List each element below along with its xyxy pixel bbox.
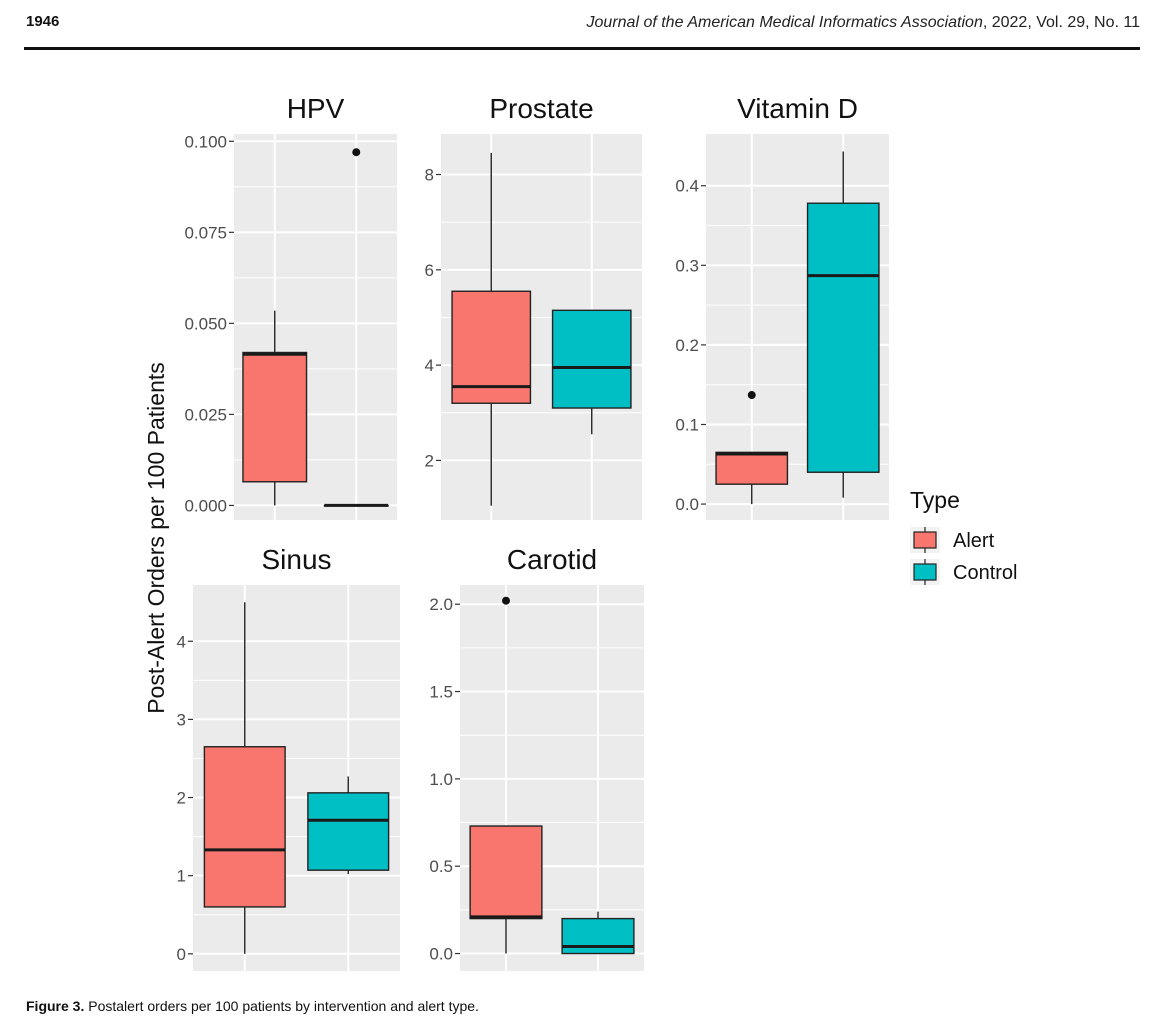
page-number: 1946 (26, 13, 60, 30)
y-tick-label: 1.0 (429, 770, 453, 789)
caption-label: Figure 3. (26, 998, 85, 1014)
box-control (806, 202, 880, 473)
outlier-point-control (352, 148, 361, 157)
y-tick-label: 1.5 (429, 683, 453, 702)
legend-swatch-control (913, 563, 937, 581)
box-alert (469, 825, 543, 920)
legend-swatch-alert (913, 531, 937, 549)
y-tick-label: 0.0 (429, 945, 453, 964)
y-tick-label: 0.0 (675, 495, 699, 514)
y-tick-label: 0.3 (675, 256, 699, 275)
y-tick-label: 0.075 (184, 223, 227, 242)
box-control (551, 309, 632, 409)
y-tick-label: 2 (177, 789, 186, 808)
y-tick-label: 0.1 (675, 415, 699, 434)
legend-title: Type (910, 487, 960, 513)
y-tick-label: 0.000 (184, 496, 227, 515)
box-alert (451, 290, 532, 404)
legend-label-alert: Alert (953, 530, 995, 552)
y-tick-label: 1 (177, 867, 186, 886)
y-tick-label: 0.5 (429, 857, 453, 876)
outlier-point-alert (747, 391, 756, 400)
panel-title-hpv: HPV (287, 93, 345, 124)
y-tick-label: 4 (425, 356, 434, 375)
y-tick-label: 0.025 (184, 405, 227, 424)
y-axis-label: Post-Alert Orders per 100 Patients (143, 362, 169, 714)
box-alert (203, 746, 286, 908)
box-control (307, 792, 390, 871)
panel-title-sinus: Sinus (261, 544, 331, 575)
y-tick-label: 2 (425, 451, 434, 470)
y-tick-label: 2.0 (429, 595, 453, 614)
box-alert (715, 451, 789, 485)
y-tick-label: 0.4 (675, 177, 699, 196)
panel-title-vitamin-d: Vitamin D (737, 93, 858, 124)
outlier-point-alert (502, 596, 510, 605)
panel-title-prostate: Prostate (489, 93, 593, 124)
header-rule (24, 47, 1140, 50)
y-tick-label: 8 (425, 166, 434, 185)
panel-title-carotid: Carotid (507, 544, 597, 575)
box-control (561, 917, 635, 955)
y-tick-label: 0 (177, 945, 186, 964)
box-plot-figure: 0.000 0.025 0.050 0.075 0.100 HPV 2 4 6 8 Prostate… (143, 93, 1017, 971)
journal-citation: Journal of the American Medical Informat… (587, 14, 1140, 32)
y-tick-label: 0.2 (675, 336, 699, 355)
caption-text: Postalert orders per 100 patients by int… (84, 998, 479, 1014)
y-tick-label: 3 (177, 710, 186, 729)
y-tick-label: 6 (425, 261, 434, 280)
journal-name: Journal of the American Medical Informat… (586, 14, 983, 31)
journal-volume: , 2022, Vol. 29, No. 11 (982, 14, 1140, 31)
y-tick-label: 4 (177, 632, 186, 651)
legend-label-control: Control (953, 562, 1017, 584)
y-tick-label: 0.100 (184, 132, 227, 151)
box-alert (242, 351, 308, 483)
y-tick-label: 0.050 (184, 314, 227, 333)
figure-caption: Figure 3. Postalert orders per 100 patie… (26, 998, 479, 1014)
